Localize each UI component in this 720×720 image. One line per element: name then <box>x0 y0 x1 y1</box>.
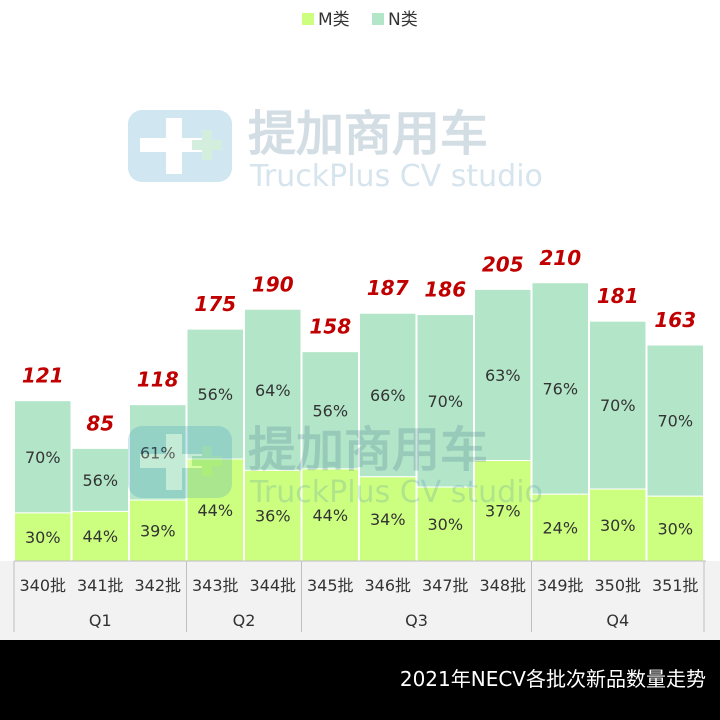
legend-swatch <box>372 13 384 25</box>
legend-label: N类 <box>388 10 418 30</box>
bar-segment-m <box>416 486 474 562</box>
bar-segment-n <box>416 314 474 488</box>
percent-label-n: 63% <box>485 366 521 385</box>
total-label: 175 <box>194 292 236 316</box>
footer-bar: 2021年NECV各批次新品数量走势 <box>0 640 720 720</box>
percent-label-n: 56% <box>197 385 233 404</box>
percent-label-n: 64% <box>255 381 291 400</box>
total-label: 85 <box>86 411 114 435</box>
percent-label-n: 70% <box>600 396 636 415</box>
watermark-brand-en: TruckPlus CV studio <box>249 475 543 510</box>
category-label: 344批 <box>249 576 296 595</box>
group-label: Q1 <box>89 611 112 630</box>
percent-label-m: 30% <box>600 516 636 535</box>
percent-label-m: 44% <box>197 501 233 520</box>
group-label: Q3 <box>405 611 428 630</box>
bar-segment-m <box>589 488 647 562</box>
percent-label-m: 30% <box>657 520 693 539</box>
bar-segment-n <box>474 288 532 461</box>
category-label: 345批 <box>307 576 354 595</box>
category-label: 343批 <box>192 576 239 595</box>
bar-segment-n <box>646 344 704 497</box>
percent-label-m: 34% <box>370 510 406 529</box>
bar-segment-m <box>531 493 589 562</box>
category-label: 348批 <box>479 576 526 595</box>
bar-segment-m <box>186 458 244 562</box>
bar-segment-m <box>474 459 532 562</box>
percent-label-m: 39% <box>140 522 176 541</box>
bar-segment-n <box>301 351 359 470</box>
percent-label-n: 61% <box>140 443 176 462</box>
total-label: 118 <box>137 368 179 392</box>
total-label: 121 <box>22 364 64 388</box>
percent-label-n: 76% <box>542 379 578 398</box>
group-label: Q4 <box>606 611 629 630</box>
bar-segment-m <box>359 476 417 562</box>
watermark-brand-en: TruckPlus CV studio <box>249 159 543 194</box>
group-label: Q2 <box>233 611 256 630</box>
bar-segment-n <box>244 308 302 471</box>
logo-icon <box>128 110 232 182</box>
legend-label: M类 <box>318 10 350 30</box>
total-label: 158 <box>309 315 351 339</box>
bar-segment-m <box>301 468 359 562</box>
bar-segment-m <box>244 469 302 562</box>
category-label: 349批 <box>537 576 584 595</box>
percent-label-m: 30% <box>25 528 61 547</box>
percent-label-n: 56% <box>82 471 118 490</box>
total-label: 187 <box>367 276 409 300</box>
percent-label-m: 37% <box>485 502 521 521</box>
percent-label-m: 36% <box>255 507 291 526</box>
stacked-bar-chart: 70% 30% 121 340批 56% 44% 85 341批 61% 39% 118 342批 56… <box>0 10 720 640</box>
bar-segment-n <box>14 400 72 514</box>
category-label: 342批 <box>134 576 181 595</box>
watermark-brand-cn: 提加商用车 <box>248 422 488 478</box>
axis-area <box>0 561 720 640</box>
percent-label-n: 70% <box>427 392 463 411</box>
bar-segment-m <box>646 495 704 562</box>
percent-label-m: 44% <box>312 506 348 525</box>
category-label: 351批 <box>652 576 699 595</box>
chart-title: 2021年NECV各批次新品数量走势 <box>399 667 706 691</box>
percent-label-m: 24% <box>542 519 578 538</box>
bar-segment-m <box>14 512 72 562</box>
bar-segment-n <box>589 320 647 490</box>
percent-label-n: 70% <box>657 412 693 431</box>
total-label: 181 <box>597 284 639 308</box>
category-label: 340批 <box>19 576 66 595</box>
percent-label-m: 44% <box>82 527 118 546</box>
total-label: 163 <box>654 308 696 332</box>
category-label: 346批 <box>364 576 411 595</box>
percent-label-n: 66% <box>370 386 406 405</box>
total-label: 210 <box>539 246 581 270</box>
total-label: 190 <box>252 272 294 296</box>
category-label: 347批 <box>422 576 469 595</box>
logo-icon <box>128 426 232 498</box>
legend-swatch <box>302 13 314 25</box>
category-label: 341批 <box>77 576 124 595</box>
total-label: 186 <box>424 278 466 302</box>
bar-segment-n <box>186 328 244 460</box>
watermark-brand-cn: 提加商用车 <box>248 106 488 162</box>
total-label: 205 <box>482 252 524 276</box>
percent-label-n: 70% <box>25 448 61 467</box>
percent-label-m: 30% <box>427 515 463 534</box>
percent-label-n: 56% <box>312 401 348 420</box>
bar-segment-n <box>71 447 129 512</box>
category-label: 350批 <box>594 576 641 595</box>
